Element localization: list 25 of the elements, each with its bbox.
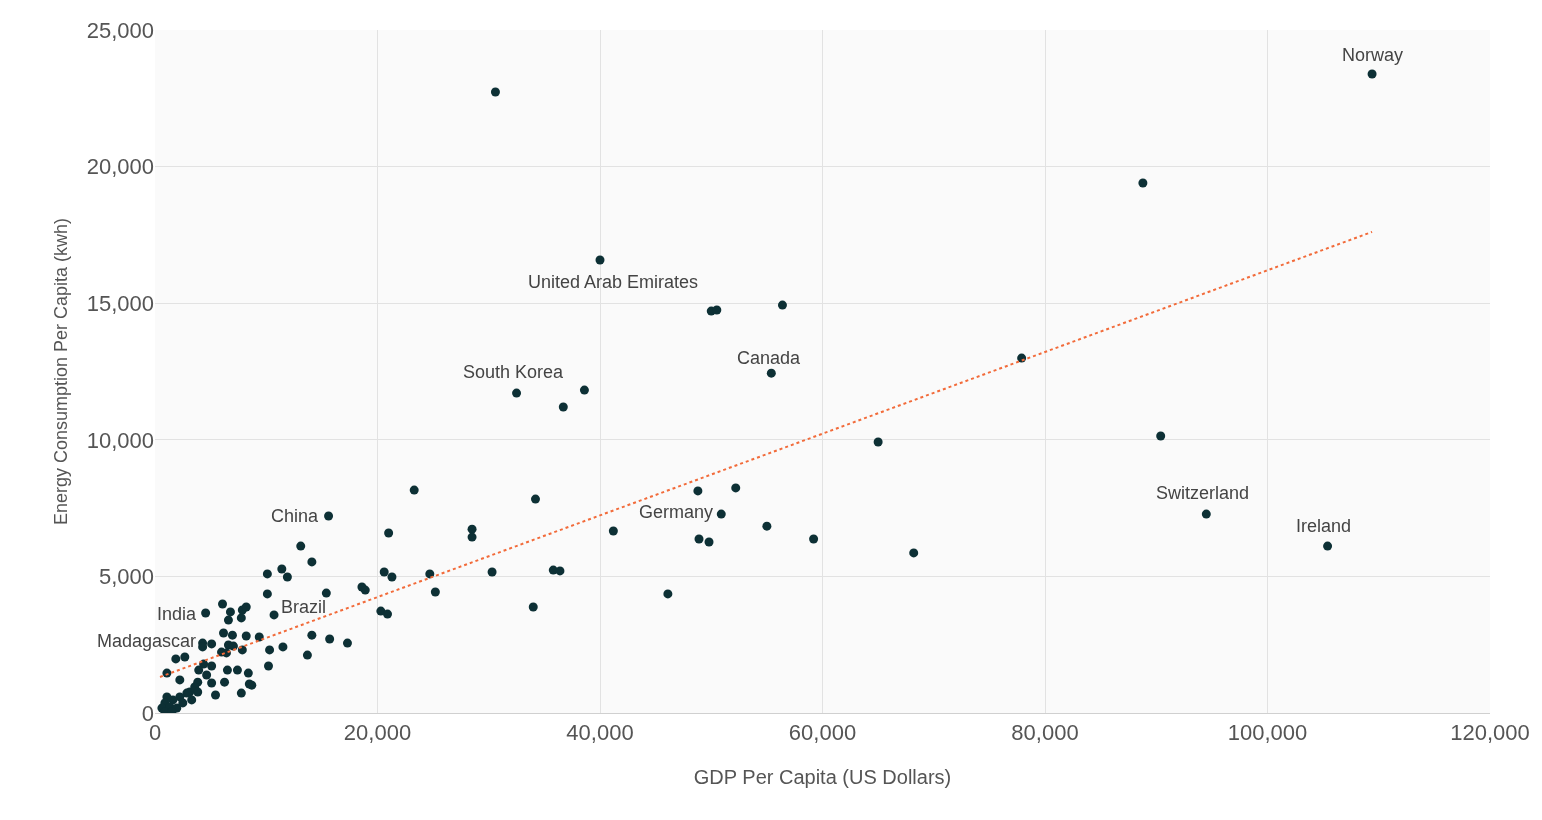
annotation: Norway — [1342, 45, 1404, 65]
annotation: Switzerland — [1156, 483, 1250, 503]
x-tick-label: 20,000 — [343, 720, 412, 746]
annotation: Madagascar — [97, 631, 197, 651]
x-tick-label: 60,000 — [788, 720, 857, 746]
annotation: Germany — [639, 502, 714, 522]
x-tick-label: 100,000 — [1227, 720, 1308, 746]
x-tick-label: 40,000 — [566, 720, 634, 746]
y-tick-label: 5,000 — [98, 564, 154, 590]
annotation: China — [271, 506, 320, 526]
x-axis-title: GDP Per Capita (US Dollars) — [693, 765, 952, 788]
x-tick-label: 120,000 — [1450, 720, 1530, 746]
annotation: South Korea — [463, 362, 565, 382]
annotation: Brazil — [281, 597, 327, 617]
y-axis-title: Energy Consumption Per Capita (kwh) — [50, 217, 71, 526]
annotation: Ireland — [1296, 516, 1352, 536]
y-tick-label: 0 — [141, 700, 154, 726]
x-tick-label: 80,000 — [1011, 720, 1079, 746]
annotation: United Arab Emirates — [528, 272, 699, 292]
annotation: Canada — [737, 348, 802, 368]
y-tick-label: 10,000 — [86, 427, 154, 453]
annotation: India — [157, 604, 198, 624]
y-tick-label: 20,000 — [86, 154, 154, 180]
y-tick-label: 15,000 — [86, 290, 154, 316]
y-tick-label: 25,000 — [86, 17, 154, 43]
